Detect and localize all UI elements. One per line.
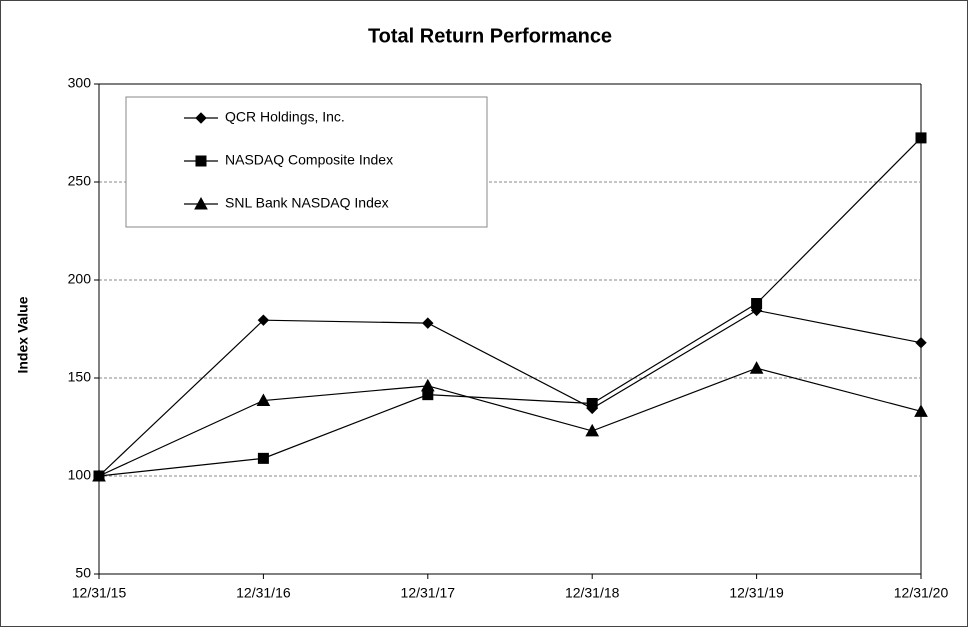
legend-marker	[195, 112, 207, 124]
legend-box	[125, 96, 488, 228]
x-tick-label: 12/31/18	[565, 585, 620, 601]
x-tick-label: 12/31/17	[401, 585, 456, 601]
data-point	[422, 317, 434, 329]
x-tick-label: 12/31/19	[729, 585, 784, 601]
data-point	[586, 397, 598, 409]
y-tick-label: 250	[68, 173, 92, 189]
x-tick-label: 12/31/15	[72, 585, 127, 601]
legend-marker	[195, 155, 207, 167]
data-point	[751, 298, 763, 310]
data-point	[749, 361, 764, 374]
series-line	[98, 367, 922, 477]
x-tick-label: 12/31/20	[894, 585, 949, 601]
x-tick-label: 12/31/16	[236, 585, 291, 601]
y-axis-title: Index Value	[15, 296, 31, 373]
y-tick-label: 150	[68, 369, 92, 385]
chart-title: Total Return Performance	[368, 25, 612, 47]
legend-label: SNL Bank NASDAQ Index	[225, 195, 389, 211]
y-tick-label: 50	[75, 565, 91, 581]
data-point	[257, 452, 269, 464]
data-point	[585, 423, 600, 437]
y-tick-label: 200	[68, 271, 92, 287]
y-tick-label: 300	[68, 75, 92, 91]
data-point	[914, 404, 928, 417]
data-point	[256, 393, 271, 407]
legend-label: NASDAQ Composite Index	[225, 152, 393, 168]
series-line	[98, 309, 922, 477]
series-line	[98, 137, 922, 477]
data-point	[915, 337, 927, 349]
legend-marker	[194, 196, 208, 210]
data-point	[92, 468, 106, 482]
data-point	[915, 132, 927, 144]
data-point	[420, 378, 435, 392]
data-point	[257, 314, 270, 326]
y-tick-label: 100	[68, 467, 92, 483]
legend-label: QCR Holdings, Inc.	[225, 109, 345, 125]
